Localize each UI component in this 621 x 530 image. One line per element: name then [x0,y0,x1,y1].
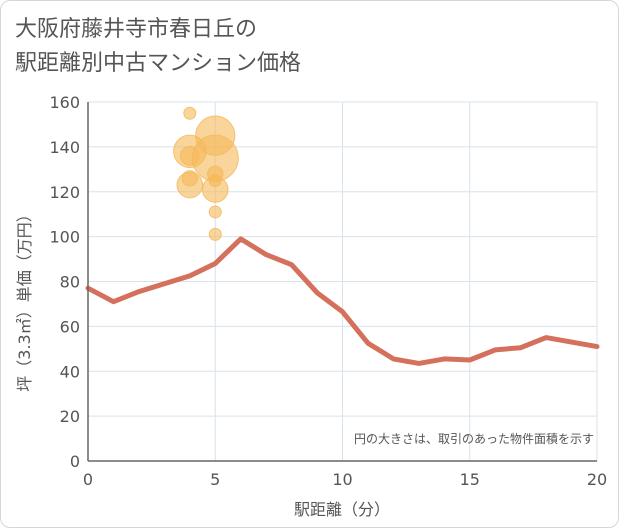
chart-title-line-2: 駅距離別中古マンション価格 [15,51,302,76]
x-tick-label: 10 [332,470,352,489]
y-tick-label: 80 [60,273,80,292]
y-tick-label: 20 [60,407,80,426]
axis-layer [87,102,597,462]
grid-layer [88,101,598,461]
bubble-point [201,176,229,203]
bubble-point [208,205,222,219]
y-tick-label: 140 [49,138,80,157]
chart-title-line-1: 大阪府藤井寺市春日丘の [15,17,258,42]
bubble-size-note: 円の大きさは、取引のあった物件面積を示す [354,431,594,446]
y-tick-label: 0 [70,452,80,471]
line-layer [85,236,600,366]
x-axis-title: 駅距離（分） [294,500,390,519]
y-tick-label: 120 [49,183,80,202]
x-tick-label: 15 [460,470,480,489]
series-line [85,236,600,366]
y-axis-title: 坪（3.3㎡）単価（万円） [15,206,34,391]
x-tick-label: 0 [83,470,93,489]
y-tick-label: 60 [60,317,80,336]
bubble-point [176,171,204,199]
bubble-point [208,227,222,241]
bubble-point [183,106,197,120]
y-tick-label: 160 [49,93,80,112]
chart-title: 大阪府藤井寺市春日丘の 駅距離別中古マンション価格 [15,13,301,81]
label-layer: 0 20 40 60 80 100 120 140 160 0 5 10 15 20 [49,93,607,489]
y-tick-label: 100 [49,228,80,247]
bubble-layer [173,106,239,241]
x-tick-label: 5 [210,470,220,489]
x-tick-label: 20 [587,470,607,489]
y-tick-label: 40 [60,362,80,381]
